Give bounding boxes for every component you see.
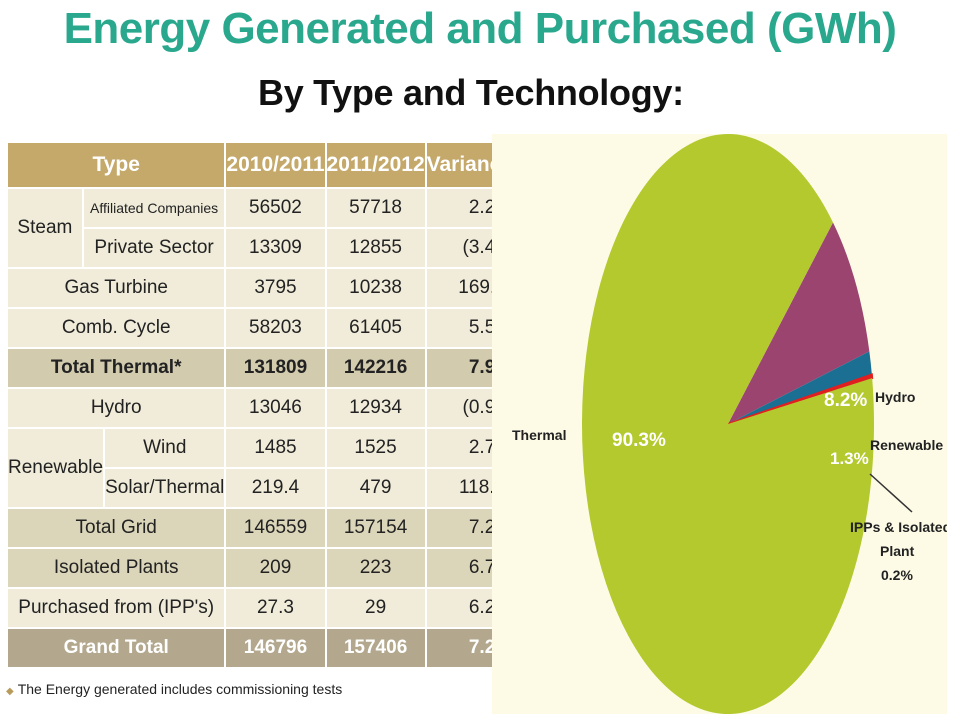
cell-2010: 13309: [224, 227, 327, 269]
table-row-grand-total: Grand Total 146796 157406 7.2: [5, 627, 540, 669]
cell-2011: 12934: [324, 387, 427, 429]
table-row: Steam Affiliated Companies 56502 57718 2…: [6, 187, 540, 269]
cell-2011: 142216: [324, 347, 427, 389]
data-label-thermal: 90.3%: [612, 430, 666, 451]
pie-slice-hydro: [728, 222, 870, 424]
cell-2010: 146559: [224, 507, 327, 549]
column-header-2011-2012: 2011/2012: [324, 141, 427, 189]
category-label-hydro: Hydro: [875, 389, 915, 405]
table-row: Renewable Wind 1485 1525 2.7: [5, 427, 540, 509]
row-label: Comb. Cycle: [5, 307, 227, 349]
cell-2011: 157406: [324, 627, 427, 669]
page-subtitle: By Type and Technology:: [258, 72, 684, 113]
row-label: Wind: [103, 427, 227, 469]
row-label: Total Grid: [5, 507, 227, 549]
pie-chart: 90.3% 8.2% 1.3% Thermal Hydro Renewable IPPs &…: [512, 134, 947, 714]
renewable-group-label: Renewable: [5, 427, 106, 509]
table-row: Purchased from (IPP's) 27.3 29 6.2: [5, 587, 540, 629]
data-label-hydro: 8.2%: [824, 390, 867, 411]
table-row: Isolated Plants 209 223 6.7: [5, 547, 540, 589]
cell-2010: 1485: [224, 427, 327, 469]
category-label-renewable: Renewable: [870, 437, 943, 453]
table-row: Gas Turbine 3795 10238 169.8: [5, 267, 540, 309]
row-label: Affiliated Companies: [81, 187, 227, 229]
cell-2011: 29: [324, 587, 427, 629]
data-label-ipps: 0.2%: [881, 567, 913, 583]
footnote-text: The Energy generated includes commission…: [17, 681, 343, 697]
cell-2011: 223: [324, 547, 427, 589]
pie-slice-renewable: [728, 351, 872, 424]
column-header-2010-2011: 2010/2011: [224, 141, 327, 189]
cell-2011: 479: [324, 467, 427, 509]
table-header-row: Type 2010/2011 2011/2012 Variance %: [5, 141, 540, 189]
table-row-total-grid: Total Grid 146559 157154 7.2: [5, 507, 540, 549]
table-row: Comb. Cycle 58203 61405 5.5: [5, 307, 540, 349]
leader-line-ipps: [869, 473, 913, 513]
cell-2011: 157154: [324, 507, 427, 549]
energy-table: Type 2010/2011 2011/2012 Variance % Stea…: [5, 141, 540, 669]
row-label: Isolated Plants: [5, 547, 227, 589]
cell-2011: 12855: [324, 227, 427, 269]
column-header-type: Type: [5, 141, 227, 189]
row-label: Gas Turbine: [5, 267, 227, 309]
cell-2010: 3795: [224, 267, 327, 309]
category-label-ipps-line1: IPPs & Isolated: [850, 519, 947, 535]
data-label-renewable: 1.3%: [830, 449, 869, 468]
row-label: Total Thermal*: [5, 347, 227, 389]
table-row-total-thermal: Total Thermal* 131809 142216 7.9: [5, 347, 540, 389]
cell-2011: 61405: [324, 307, 427, 349]
row-label: Purchased from (IPP's): [5, 587, 227, 629]
cell-2010: 27.3: [224, 587, 327, 629]
row-label: Private Sector: [81, 227, 227, 269]
cell-2010: 219.4: [224, 467, 327, 509]
cell-2011: 1525: [324, 427, 427, 469]
footnote: ◆ The Energy generated includes commissio…: [6, 681, 342, 697]
page-title: Energy Generated and Purchased (GWh): [63, 4, 897, 53]
row-label: Solar/Thermal: [103, 467, 227, 509]
row-label: Hydro: [5, 387, 227, 429]
table-row: Solar/Thermal 219.4 479 118.3: [7, 467, 540, 509]
pie-slice-thermal: [582, 134, 874, 714]
steam-group-label: Steam: [6, 187, 84, 269]
cell-2010: 13046: [224, 387, 327, 429]
cell-2011: 10238: [324, 267, 427, 309]
cell-2011: 57718: [324, 187, 427, 229]
cell-2010: 56502: [224, 187, 327, 229]
cell-2010: 58203: [224, 307, 327, 349]
category-label-thermal: Thermal: [512, 427, 566, 443]
table-row: Private Sector 13309 12855 (3.4): [7, 227, 540, 269]
category-label-ipps-line2: Plant: [880, 543, 915, 559]
cell-2010: 131809: [224, 347, 327, 389]
pie-slice-ipps-isolated-plant: [727, 373, 874, 425]
pie-chart-panel: 90.3% 8.2% 1.3% Thermal Hydro Renewable IPPs &…: [492, 134, 947, 714]
cell-2010: 209: [224, 547, 327, 589]
table-row: Hydro 13046 12934 (0.9): [5, 387, 540, 429]
cell-2010: 146796: [224, 627, 327, 669]
bullet-icon: ◆: [6, 686, 14, 697]
row-label: Grand Total: [5, 627, 227, 669]
